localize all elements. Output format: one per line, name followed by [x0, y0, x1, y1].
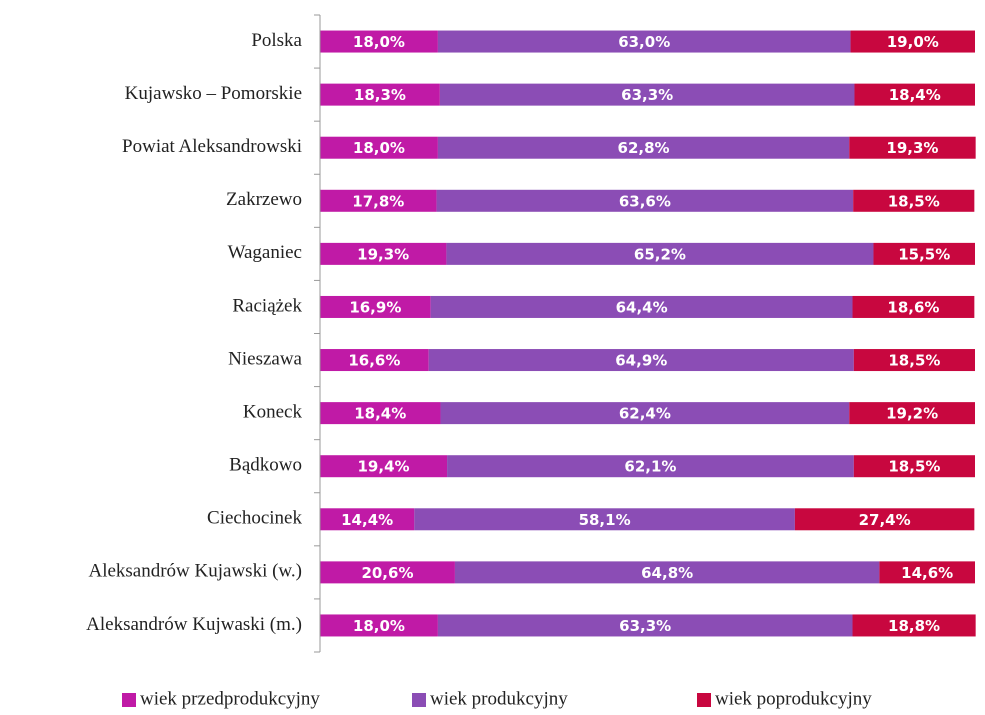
bar-segment [414, 508, 795, 531]
data-label: 27,4% [859, 511, 911, 529]
bar-segment [849, 136, 976, 159]
data-label: 19,0% [887, 33, 939, 51]
legend-label: wiek produkcyjny [430, 688, 568, 709]
y-tick-label: Ciechocinek [207, 508, 302, 529]
data-label: 19,3% [357, 245, 409, 263]
bar-segment [440, 402, 850, 425]
bar-segment [320, 561, 455, 584]
data-label: 62,1% [624, 458, 676, 476]
bar-segment [854, 83, 975, 106]
bar-segment [794, 508, 975, 531]
data-label: 64,4% [616, 298, 668, 316]
y-tick-label: Waganiec [228, 242, 302, 263]
data-label: 64,9% [615, 352, 667, 370]
bar-segment [849, 402, 975, 425]
data-label: 18,5% [888, 352, 940, 370]
data-label: 18,5% [888, 192, 940, 210]
data-label: 18,0% [353, 139, 405, 157]
bar-segment [437, 614, 853, 637]
bar-segment [320, 295, 431, 318]
bar-segment [454, 561, 880, 584]
data-label: 16,6% [348, 352, 400, 370]
y-tick-label: Nieszawa [228, 348, 302, 369]
legend-label: wiek poprodukcyjny [715, 688, 872, 709]
bar-segment [439, 83, 855, 106]
data-label: 18,4% [354, 405, 406, 423]
bar-segment [428, 349, 854, 372]
y-tick-label: Zakrzewo [226, 189, 302, 210]
bar-segment [853, 189, 975, 212]
legend-swatch [412, 693, 426, 707]
bar-segment [320, 349, 429, 372]
data-label: 64,8% [641, 564, 693, 582]
bar-segment [852, 614, 976, 637]
bar-segment [852, 295, 975, 318]
y-tick-label: Powiat Aleksandrowski [122, 136, 302, 157]
y-tick-label: Bądkowo [229, 455, 302, 476]
y-tick-label: Aleksandrów Kujwaski (m.) [86, 614, 302, 635]
data-label: 18,5% [888, 458, 940, 476]
y-tick-label: Raciążek [232, 295, 302, 316]
bar-segment [446, 242, 874, 265]
bar-segment [320, 30, 438, 53]
data-label: 63,6% [619, 192, 671, 210]
bar-segment [320, 83, 440, 106]
bar-segment [320, 508, 415, 531]
bar-segment [320, 189, 437, 212]
bar-segment [853, 455, 975, 478]
bar-segment [853, 349, 975, 372]
bar-segment [850, 30, 975, 53]
data-label: 62,4% [619, 405, 671, 423]
data-label: 15,5% [898, 245, 950, 263]
y-tick-label: Polska [251, 30, 302, 51]
data-label: 20,6% [361, 564, 413, 582]
bar-segment [436, 189, 854, 212]
bar-segment [320, 242, 447, 265]
data-label: 19,4% [358, 458, 410, 476]
bar-segment [873, 242, 975, 265]
legend-swatch [697, 693, 711, 707]
y-tick-label: Kujawsko – Pomorskie [125, 83, 302, 104]
y-tick-label: Aleksandrów Kujawski (w.) [88, 561, 302, 582]
data-label: 19,2% [886, 405, 938, 423]
bar-segment [437, 136, 850, 159]
data-label: 58,1% [579, 511, 631, 529]
bar-segment [320, 614, 438, 637]
data-label: 17,8% [352, 192, 404, 210]
data-label: 18,0% [353, 33, 405, 51]
bar-segment [447, 455, 854, 478]
data-label: 18,0% [353, 617, 405, 635]
data-label: 63,0% [618, 33, 670, 51]
data-label: 65,2% [634, 245, 686, 263]
bar-segment [430, 295, 853, 318]
data-label: 63,3% [621, 86, 673, 104]
legend-swatch [122, 693, 136, 707]
data-label: 14,6% [901, 564, 953, 582]
legend-label: wiek przedprodukcyjny [140, 688, 320, 709]
data-label: 18,4% [889, 86, 941, 104]
y-tick-label: Koneck [243, 401, 303, 422]
data-label: 16,9% [349, 298, 401, 316]
bar-segment [437, 30, 851, 53]
bar-segment [320, 455, 448, 478]
data-label: 18,3% [354, 86, 406, 104]
bar-segment [320, 136, 438, 159]
data-label: 19,3% [886, 139, 938, 157]
data-label: 14,4% [341, 511, 393, 529]
data-label: 63,3% [619, 617, 671, 635]
data-label: 18,6% [887, 298, 939, 316]
data-label: 62,8% [618, 139, 670, 157]
data-label: 18,8% [888, 617, 940, 635]
bar-segment [320, 402, 441, 425]
bar-segment [879, 561, 975, 584]
